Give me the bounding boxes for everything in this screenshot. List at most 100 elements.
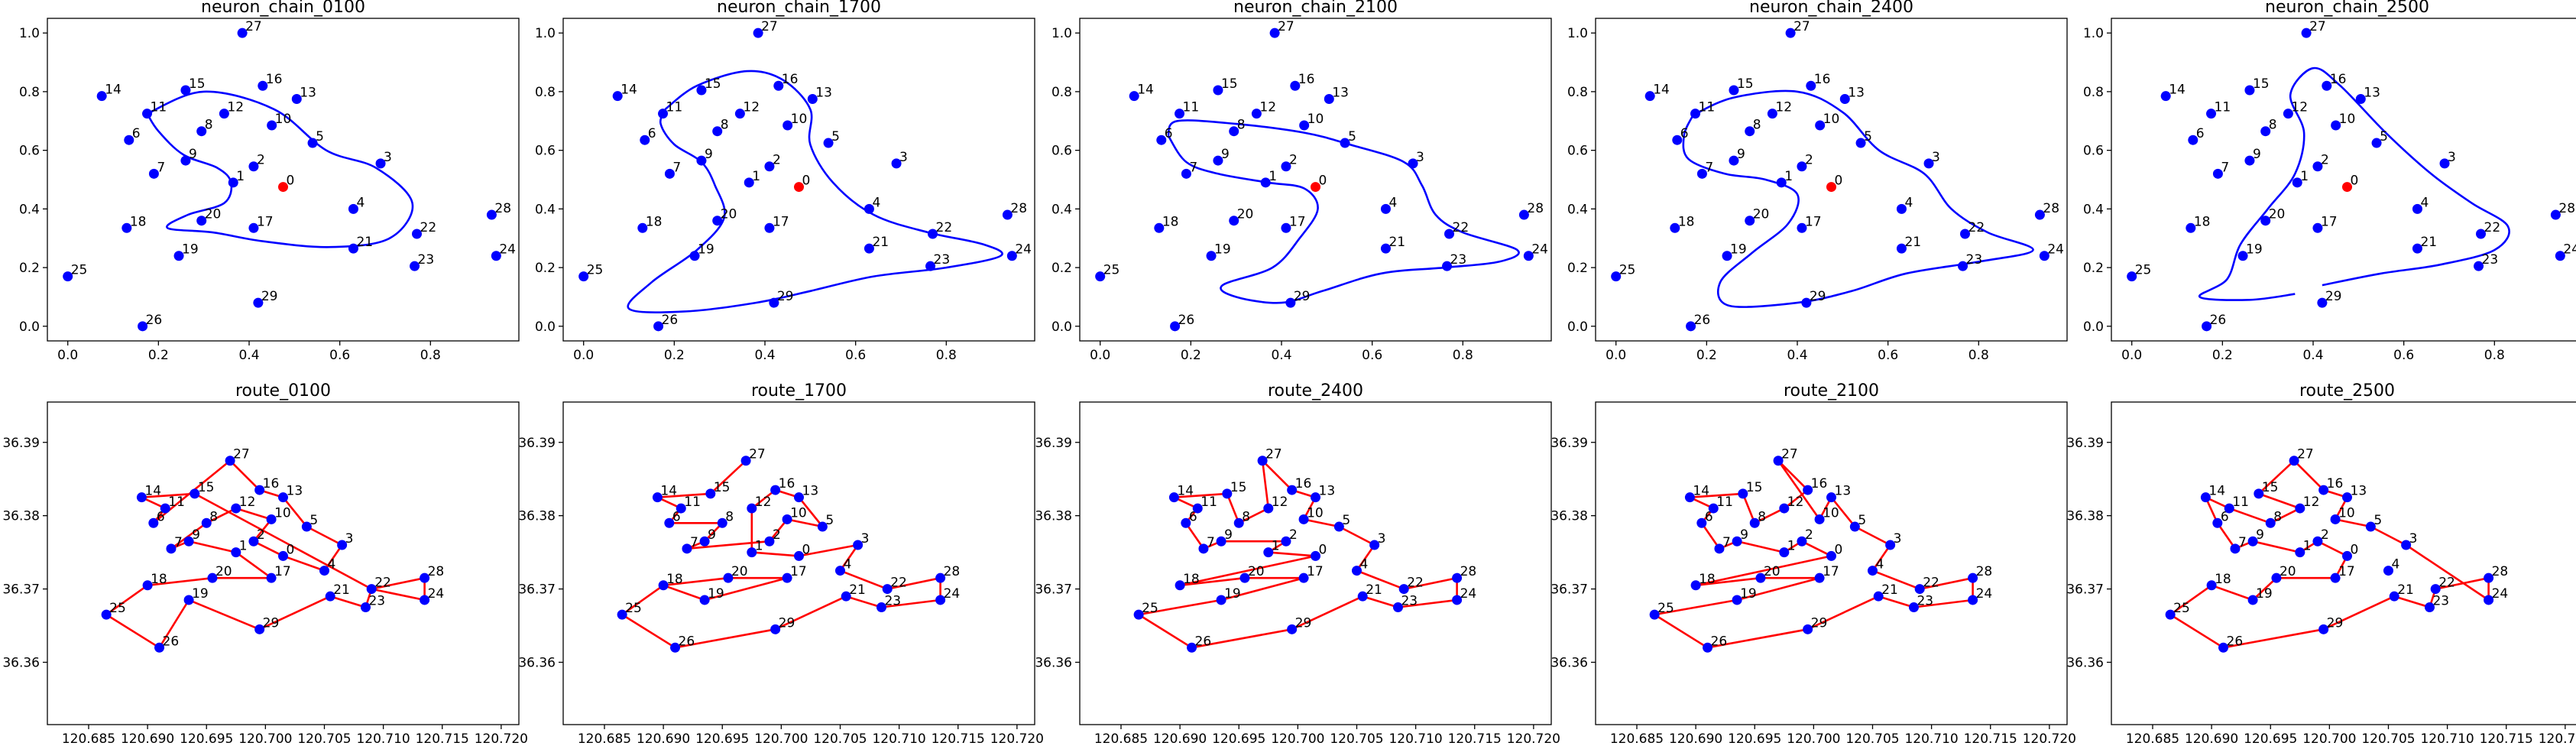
y-tick-label: 36.37: [518, 582, 556, 598]
x-tick-label: 0.0: [1606, 348, 1626, 363]
city-point: [1806, 80, 1816, 91]
x-tick-label: 120.710: [1904, 731, 1958, 746]
city-label: 0: [287, 542, 295, 557]
city-point: [1855, 138, 1866, 148]
y-tick-label: 36.38: [2066, 509, 2104, 524]
city-label: 9: [192, 527, 200, 543]
city-point: [225, 456, 235, 466]
y-tick-label: 0.0: [1051, 319, 1072, 335]
city-point: [1002, 209, 1013, 220]
city-label: 16: [2330, 72, 2347, 87]
city-label: 23: [1401, 594, 1418, 609]
city-point: [612, 91, 623, 102]
city-point: [2244, 155, 2255, 166]
city-label: 8: [725, 509, 734, 524]
city-point: [1408, 158, 1418, 169]
city-label: 25: [2135, 263, 2152, 278]
city-point: [1170, 321, 1181, 332]
city-label: 16: [779, 476, 795, 491]
city-point: [764, 161, 775, 172]
city-label: 9: [1740, 527, 1748, 543]
plot-frame: [1595, 18, 2068, 342]
city-point: [1826, 182, 1836, 193]
x-tick-label: 0.4: [754, 348, 775, 363]
city-label: 2: [773, 153, 781, 168]
y-tick-label: 0.4: [2083, 202, 2104, 217]
y-tick-label: 36.36: [518, 655, 556, 670]
city-label: 5: [831, 129, 840, 144]
x-tick-label: 120.720: [2539, 731, 2576, 746]
city-point: [1826, 550, 1836, 561]
city-point: [1686, 321, 1696, 332]
city-point: [1340, 138, 1350, 148]
city-point: [1649, 609, 1660, 620]
city-point: [928, 229, 938, 239]
city-point: [248, 222, 259, 233]
city-label: 7: [157, 160, 165, 175]
city-label: 29: [263, 615, 280, 631]
city-point: [2484, 595, 2494, 605]
city-label: 4: [843, 557, 851, 572]
city-point: [1239, 572, 1250, 583]
city-point: [420, 572, 430, 583]
city-point: [1670, 222, 1680, 233]
city-point: [1797, 161, 1807, 172]
city-point: [1803, 624, 1813, 634]
city-point: [764, 536, 775, 547]
city-point: [291, 94, 302, 104]
city-label: 25: [625, 601, 642, 616]
city-point: [420, 595, 430, 605]
city-point: [201, 517, 212, 528]
city-label: 9: [1224, 527, 1233, 543]
city-label: 8: [1237, 118, 1246, 133]
city-label: 2: [773, 527, 781, 543]
city-label: 3: [861, 531, 870, 547]
city-label: 23: [1450, 252, 1467, 268]
city-point: [747, 503, 757, 514]
x-tick-label: 120.705: [1845, 731, 1899, 746]
city-point: [2312, 222, 2323, 233]
city-point: [2318, 624, 2329, 634]
x-tick-label: 120.690: [637, 731, 690, 746]
city-point: [2224, 503, 2234, 514]
city-label: 12: [1259, 100, 1276, 115]
plot-title: neuron_chain_1700: [717, 0, 881, 17]
city-point: [122, 222, 132, 233]
city-label: 8: [1758, 509, 1766, 524]
city-point: [925, 261, 936, 271]
city-point: [1785, 28, 1796, 38]
city-point: [1311, 550, 1320, 561]
x-tick-label: 120.710: [356, 731, 410, 746]
y-tick-label: 36.39: [2, 436, 40, 451]
city-label: 4: [872, 195, 880, 210]
city-point: [278, 550, 288, 561]
city-point: [1867, 566, 1878, 576]
city-label: 23: [368, 594, 385, 609]
city-label: 24: [2047, 242, 2064, 258]
city-point: [2430, 584, 2441, 595]
city-point: [2260, 216, 2271, 226]
x-tick-label: 120.720: [475, 731, 528, 746]
city-label: 19: [182, 242, 199, 258]
city-point: [689, 251, 700, 261]
y-tick-label: 36.39: [1035, 436, 1072, 451]
subplot-neuron_chain_2500: neuron_chain_2500 0.0 0.2 0.4 0.6 0.8 0.0 0.2 0.…: [2083, 0, 2576, 363]
city-point: [173, 251, 184, 261]
city-point: [770, 624, 781, 634]
y-tick-label: 36.37: [2, 582, 40, 598]
city-point: [2200, 492, 2211, 503]
city-label: 22: [1968, 220, 1985, 235]
city-label: 18: [2194, 214, 2211, 229]
city-label: 1: [1272, 539, 1280, 554]
city-point: [366, 584, 377, 595]
city-point: [1684, 492, 1695, 503]
city-point: [101, 609, 112, 620]
city-point: [1285, 297, 1296, 308]
city-point: [2271, 572, 2282, 583]
city-point: [142, 580, 153, 591]
city-point: [823, 138, 834, 148]
city-point: [2260, 126, 2271, 137]
city-point: [1797, 536, 1807, 547]
city-point: [2550, 209, 2561, 220]
